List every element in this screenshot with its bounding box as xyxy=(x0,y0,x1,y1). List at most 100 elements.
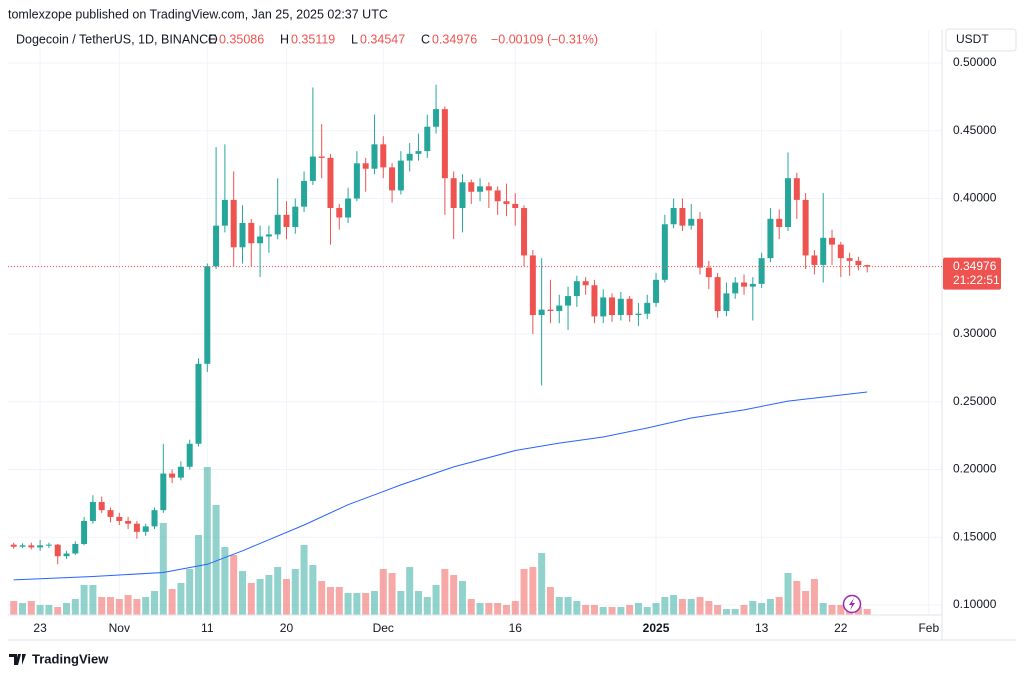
candle-body xyxy=(679,208,686,226)
candle-body xyxy=(169,473,176,478)
volume-bar xyxy=(573,601,581,615)
volume-bar xyxy=(63,603,71,615)
volume-bar xyxy=(696,597,704,615)
grid xyxy=(8,30,942,615)
legend-value: 0.35086 xyxy=(219,32,264,46)
alert-icon[interactable] xyxy=(842,594,862,614)
candle-body xyxy=(415,151,422,154)
volume-bar xyxy=(546,587,554,615)
candle-body xyxy=(494,190,501,202)
volume-bar xyxy=(194,535,202,615)
volume-bar xyxy=(722,609,730,615)
candle-body xyxy=(609,297,616,316)
volume-bar xyxy=(520,569,528,615)
candle-body xyxy=(846,258,853,261)
volume-bar xyxy=(221,547,229,615)
volume-bar xyxy=(80,585,88,615)
candle-body xyxy=(345,198,352,218)
candle-body xyxy=(336,208,343,218)
candle-body xyxy=(512,203,519,209)
legend-value: 0.34547 xyxy=(360,32,405,46)
moving-average xyxy=(13,391,868,581)
candle-body xyxy=(820,237,827,265)
candle-body xyxy=(688,218,695,226)
volume-bar xyxy=(238,571,246,615)
volume-bar xyxy=(19,603,27,615)
volume-bar xyxy=(599,607,607,615)
volume-bar xyxy=(27,601,35,615)
candle-body xyxy=(653,279,660,303)
candle-body xyxy=(142,526,149,532)
candle-body xyxy=(98,502,105,511)
currency-box[interactable] xyxy=(945,28,1017,52)
candle-body xyxy=(151,510,158,527)
x-tick-label: Feb xyxy=(918,621,939,635)
legend-key: O xyxy=(208,32,218,46)
candle-body xyxy=(28,545,35,548)
volume-bar xyxy=(626,605,634,615)
candle-body xyxy=(741,282,748,287)
volume-bar xyxy=(661,597,669,615)
volume-bar xyxy=(379,569,387,615)
candle-body xyxy=(301,180,308,207)
countdown: 21:22:51 xyxy=(953,273,1000,287)
legend-value: 0.35119 xyxy=(291,32,335,46)
volume-bar xyxy=(687,599,695,615)
candle-body xyxy=(204,266,211,364)
volume-bar xyxy=(177,583,185,615)
candle-body xyxy=(705,267,712,278)
volume-bar xyxy=(414,591,422,615)
candle-body xyxy=(380,144,387,168)
candle-body xyxy=(37,545,44,548)
volume-bar xyxy=(652,603,660,615)
volume-bar xyxy=(212,505,220,615)
candle-body xyxy=(644,302,651,314)
volume-bar xyxy=(810,579,818,615)
candle-body xyxy=(230,199,237,248)
volume-bar xyxy=(731,609,739,615)
candle-body xyxy=(283,214,290,227)
candle-body xyxy=(389,167,396,191)
price-pane xyxy=(10,84,871,581)
volume-bar xyxy=(538,553,546,615)
candle-body xyxy=(459,182,466,209)
volume-bar xyxy=(36,605,44,615)
candle-body xyxy=(573,281,580,297)
volume-bar xyxy=(450,575,458,615)
volume-bar xyxy=(107,597,115,615)
volume-bar xyxy=(802,591,810,615)
candle-body xyxy=(81,520,88,545)
footer: TradingView xyxy=(32,651,109,666)
candle-body xyxy=(221,199,228,226)
candle-body xyxy=(617,298,624,316)
volume-bar xyxy=(406,567,414,615)
candle-body xyxy=(362,163,369,169)
legend-symbol: Dogecoin / TetherUS, 1D, BINANCE xyxy=(16,32,217,46)
candle-body xyxy=(565,296,572,306)
volume-bar xyxy=(203,467,211,615)
volume-bar xyxy=(274,567,282,615)
volume-bar xyxy=(344,593,352,615)
volume-bar xyxy=(291,569,299,615)
candle-body xyxy=(635,313,642,316)
legend-change: −0.00109 (−0.31%) xyxy=(491,32,598,46)
volume-bar xyxy=(335,587,343,615)
volume-bar xyxy=(670,595,678,615)
x-tick-label: 23 xyxy=(33,621,47,635)
volume-bar xyxy=(705,601,713,615)
volume-bar xyxy=(71,599,79,615)
volume-bar xyxy=(458,581,466,615)
header: tomlexzope published on TradingView.com,… xyxy=(8,7,388,21)
volume-bar xyxy=(353,593,361,615)
logo: TradingView xyxy=(9,651,109,666)
volume-bar xyxy=(793,581,801,615)
candle-body xyxy=(213,225,220,267)
candle-body xyxy=(133,523,140,532)
volume-bar xyxy=(441,569,449,615)
volume-bar xyxy=(837,605,845,615)
volume-bar xyxy=(590,605,598,615)
y-tick-label: 0.30000 xyxy=(953,326,997,340)
x-tick-label: 13 xyxy=(755,621,769,635)
candle-body xyxy=(424,126,431,152)
candle-body xyxy=(441,109,448,179)
